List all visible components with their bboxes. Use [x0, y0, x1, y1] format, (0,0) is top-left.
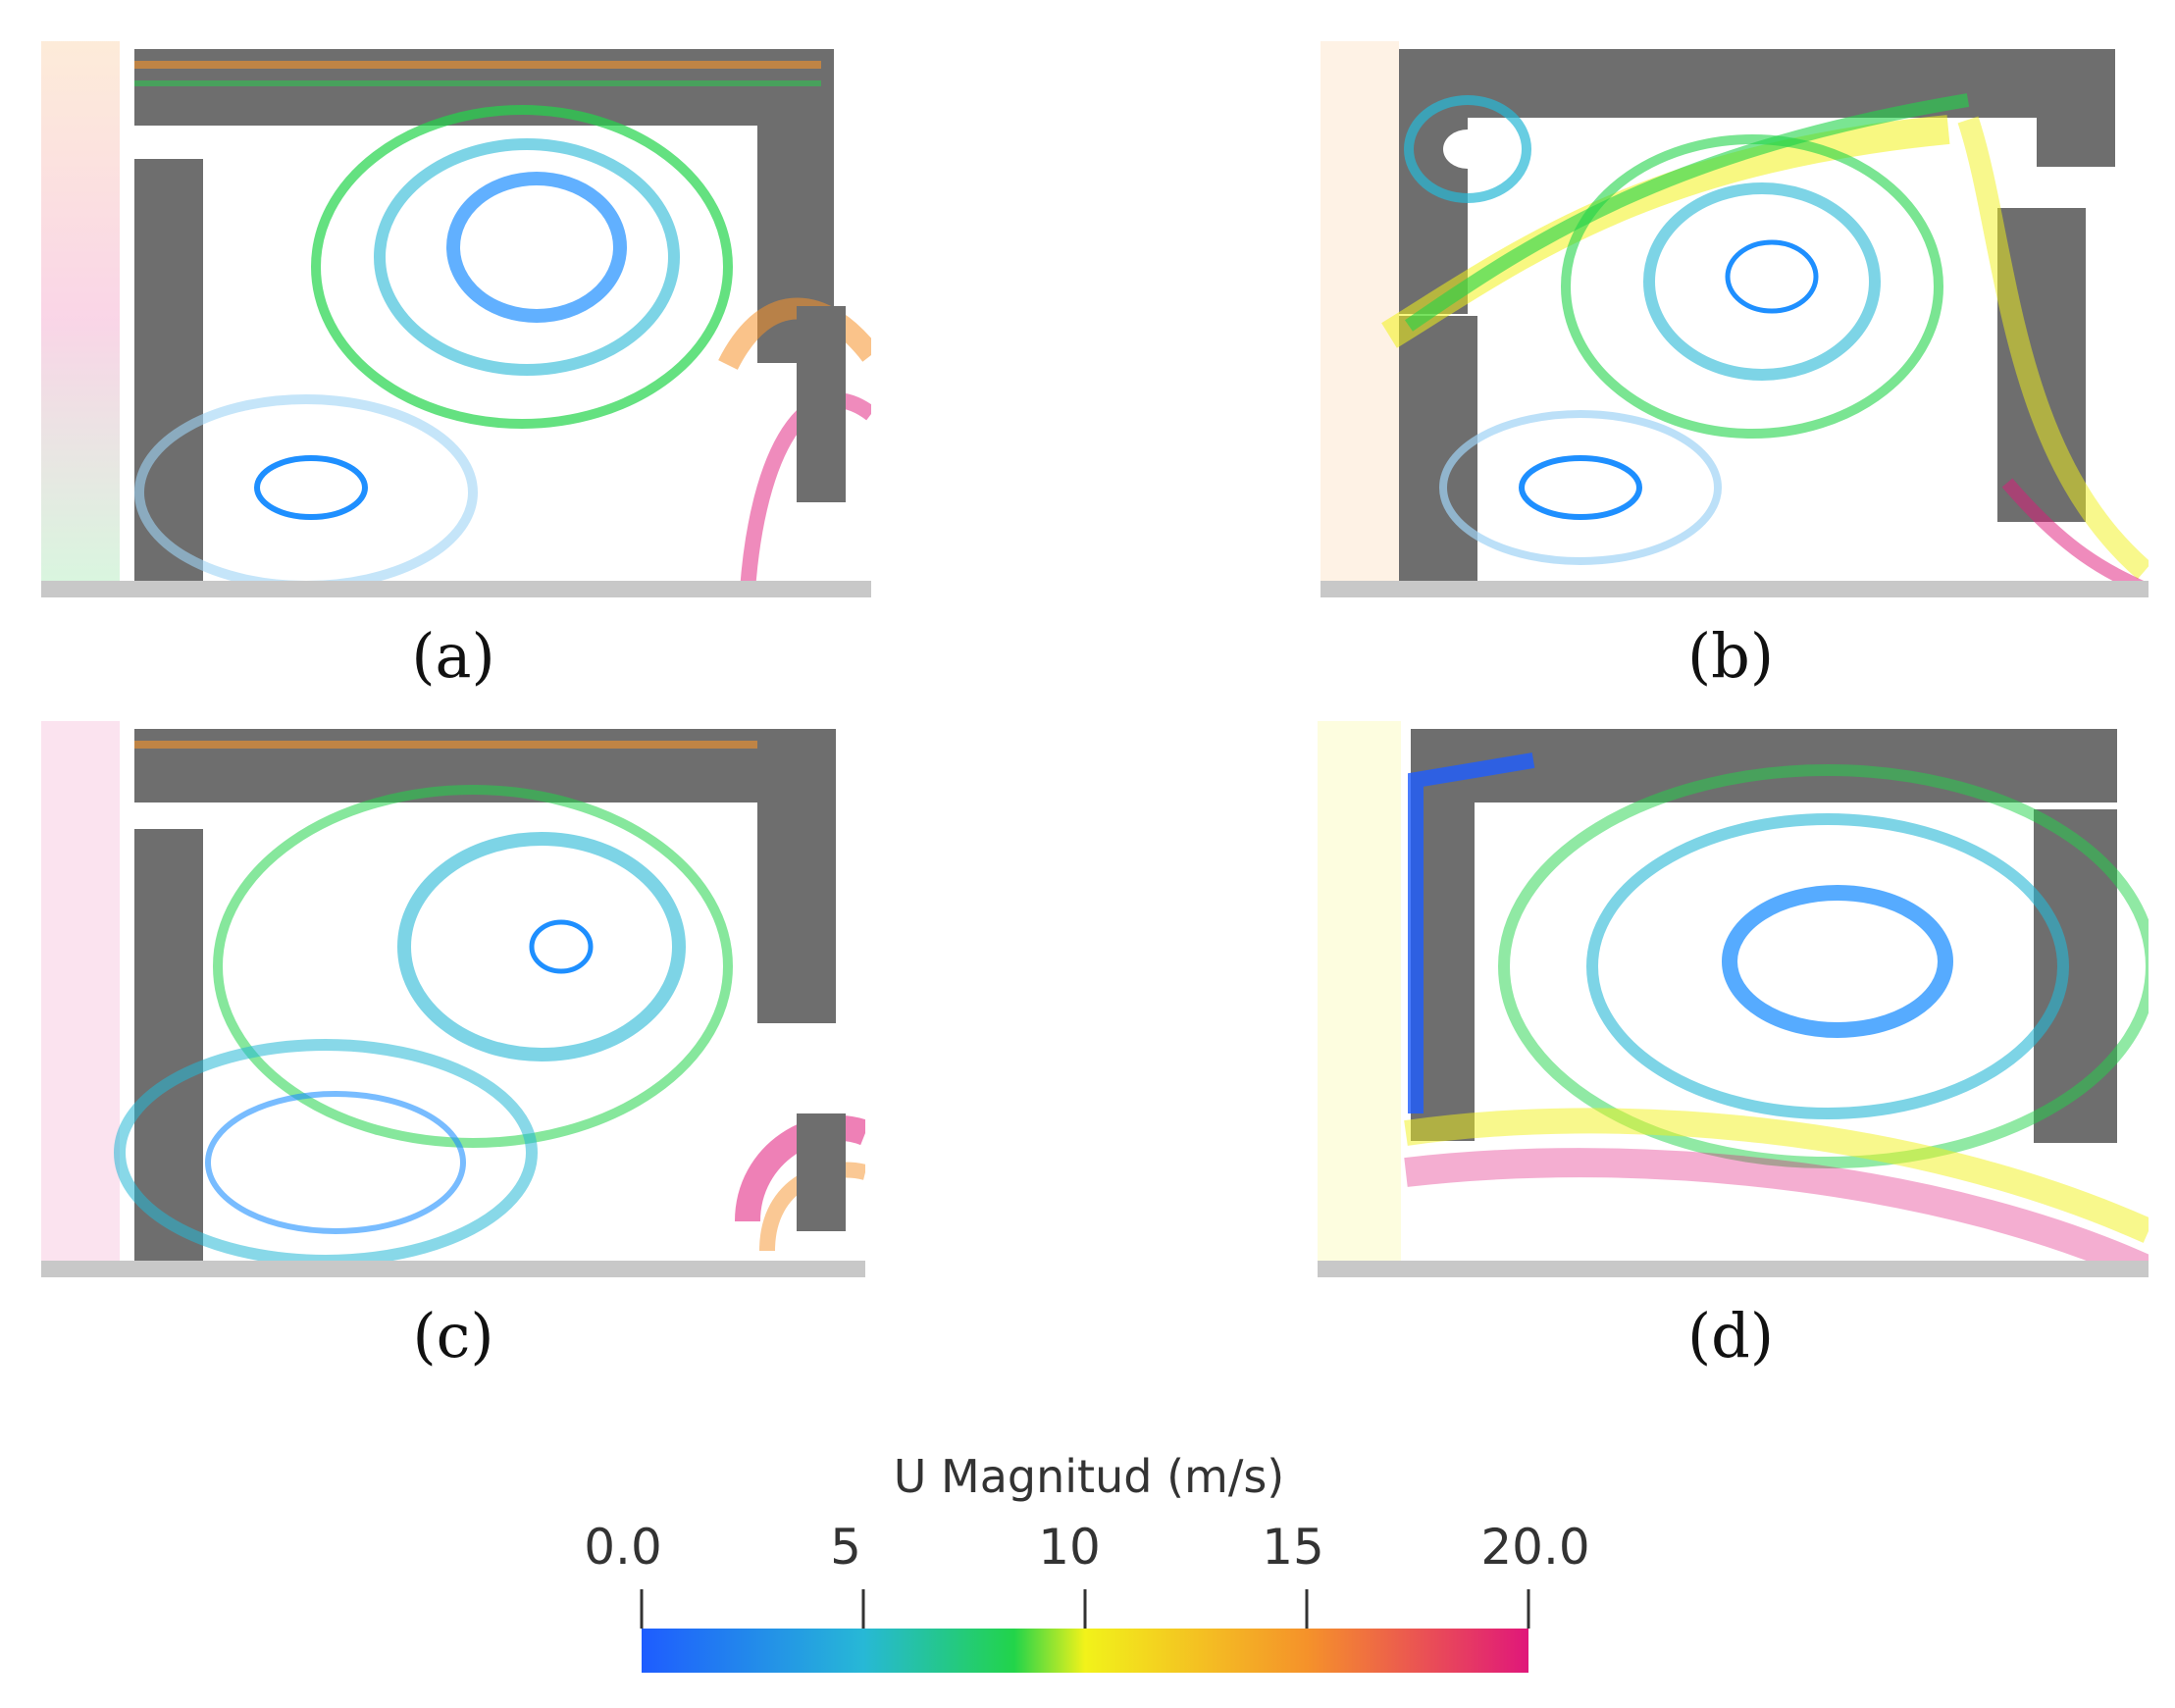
streamline-panel-c: [41, 721, 865, 1277]
streamline-panel-a: [41, 41, 871, 597]
streamline-panel-d: [1318, 721, 2149, 1277]
panel-caption: (d): [1686, 1300, 1775, 1372]
streamline-panel-b: [1321, 41, 2149, 597]
colorbar: [640, 1589, 1530, 1673]
colorbar-tick-label: 0.0: [584, 1519, 662, 1576]
colorbar-tick-label: 20.0: [1480, 1519, 1590, 1576]
panel-caption: (b): [1686, 620, 1775, 692]
colorbar-tick-label: 15: [1262, 1519, 1324, 1576]
colorbar-title: U Magnitud (m/s): [893, 1450, 1285, 1503]
panel-caption: (c): [412, 1300, 494, 1372]
panel-caption: (a): [411, 620, 495, 692]
colorbar-gradient: [642, 1629, 1528, 1673]
colorbar-tick-label: 5: [830, 1519, 861, 1576]
colorbar-tick-label: 10: [1038, 1519, 1101, 1576]
